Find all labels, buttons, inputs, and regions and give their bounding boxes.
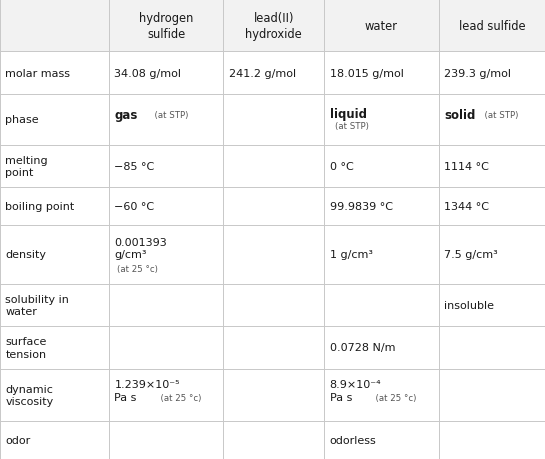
Text: 99.9839 °C: 99.9839 °C: [330, 202, 393, 212]
Text: g/cm³: g/cm³: [114, 250, 147, 260]
Text: (at STP): (at STP): [149, 111, 188, 119]
Text: Pa s: Pa s: [330, 392, 352, 403]
Text: 1114 °C: 1114 °C: [444, 162, 489, 172]
Text: 0.001393: 0.001393: [114, 237, 167, 247]
Text: 0.0728 N/m: 0.0728 N/m: [330, 342, 395, 353]
Text: boiling point: boiling point: [5, 202, 75, 212]
Text: lead sulfide: lead sulfide: [458, 20, 525, 33]
Text: solid: solid: [444, 109, 476, 122]
Text: dynamic
viscosity: dynamic viscosity: [5, 384, 54, 406]
Text: −60 °C: −60 °C: [114, 202, 155, 212]
Text: gas: gas: [114, 109, 138, 122]
Text: insoluble: insoluble: [444, 300, 494, 310]
Text: molar mass: molar mass: [5, 68, 70, 78]
Text: 7.5 g/cm³: 7.5 g/cm³: [444, 250, 498, 260]
Text: 34.08 g/mol: 34.08 g/mol: [114, 68, 181, 78]
Text: odor: odor: [5, 435, 31, 445]
Text: (at STP): (at STP): [336, 122, 370, 131]
Text: (at 25 °c): (at 25 °c): [155, 393, 201, 402]
Text: −85 °C: −85 °C: [114, 162, 155, 172]
Text: (at 25 °c): (at 25 °c): [370, 393, 416, 402]
Text: odorless: odorless: [330, 435, 377, 445]
Text: surface
tension: surface tension: [5, 336, 47, 359]
Text: 241.2 g/mol: 241.2 g/mol: [229, 68, 296, 78]
Text: lead(II)
hydroxide: lead(II) hydroxide: [245, 12, 302, 41]
Text: 1 g/cm³: 1 g/cm³: [330, 250, 373, 260]
Text: 1.239×10⁻⁵: 1.239×10⁻⁵: [114, 380, 180, 390]
Text: (at STP): (at STP): [479, 111, 519, 119]
Text: 18.015 g/mol: 18.015 g/mol: [330, 68, 404, 78]
Text: melting
point: melting point: [5, 156, 48, 178]
Text: 1344 °C: 1344 °C: [444, 202, 489, 212]
Bar: [0, 0, 545, 52]
Text: Pa s: Pa s: [114, 392, 137, 403]
Text: 239.3 g/mol: 239.3 g/mol: [444, 68, 511, 78]
Text: 8.9×10⁻⁴: 8.9×10⁻⁴: [330, 380, 381, 390]
Text: (at 25 °c): (at 25 °c): [117, 265, 158, 274]
Text: solubility in
water: solubility in water: [5, 294, 69, 316]
Text: 0 °C: 0 °C: [330, 162, 354, 172]
Text: hydrogen
sulfide: hydrogen sulfide: [139, 12, 193, 41]
Text: water: water: [365, 20, 398, 33]
Text: density: density: [5, 250, 46, 260]
Text: phase: phase: [5, 115, 39, 125]
Text: liquid: liquid: [330, 107, 367, 121]
